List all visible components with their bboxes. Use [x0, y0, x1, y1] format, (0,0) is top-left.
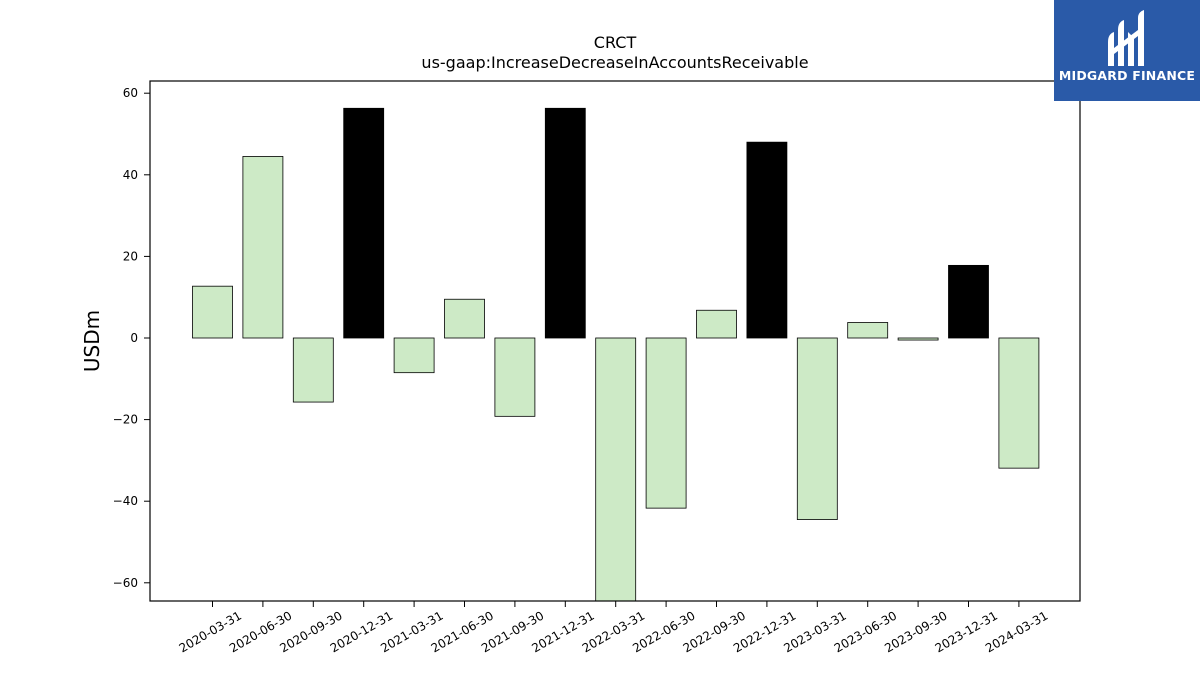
y-tick-label: 0 [130, 331, 138, 345]
bar-2023-12-31 [948, 264, 989, 339]
bar-2020-09-30 [292, 337, 334, 403]
y-tick-label: 60 [123, 86, 138, 100]
bar-2024-03-31 [998, 337, 1040, 469]
bar-2023-09-30 [897, 337, 939, 341]
x-axis: 2020-03-312020-06-302020-09-302020-12-31… [177, 601, 1050, 655]
bar-2020-03-31 [192, 285, 233, 339]
bars-group [192, 107, 1040, 602]
bar-2020-12-31 [343, 107, 385, 339]
y-tick-label: 40 [123, 168, 138, 182]
bar-2020-06-30 [242, 156, 284, 339]
bar-2023-06-30 [847, 322, 889, 339]
chart-subtitle: us-gaap:IncreaseDecreaseInAccountsReceiv… [421, 53, 808, 72]
logo-text: MIDGARD FINANCE [1058, 68, 1196, 83]
bar-2022-06-30 [645, 337, 687, 509]
y-tick-label: −20 [113, 413, 138, 427]
y-axis-label: USDm [80, 310, 104, 372]
plot-frame [149, 80, 1081, 602]
y-axis: 60 40 20 0 −20 −40 −60 [113, 86, 150, 590]
y-tick-label: 20 [123, 249, 138, 263]
bar-2022-03-31 [595, 337, 637, 602]
bar-2021-09-30 [494, 337, 536, 417]
bar-2022-09-30 [696, 309, 737, 339]
y-tick-label: −60 [113, 576, 138, 590]
bar-2021-06-30 [444, 298, 485, 339]
bar-2023-03-31 [796, 337, 838, 520]
bar-2021-03-31 [393, 337, 435, 374]
y-tick-label: −40 [113, 494, 138, 508]
bar-2022-12-31 [746, 141, 788, 339]
logo-mark-icon [1108, 10, 1144, 66]
bar-2021-12-31 [544, 107, 586, 339]
chart-title: CRCT [594, 33, 637, 52]
brand-logo: MIDGARD FINANCE [1054, 0, 1200, 101]
